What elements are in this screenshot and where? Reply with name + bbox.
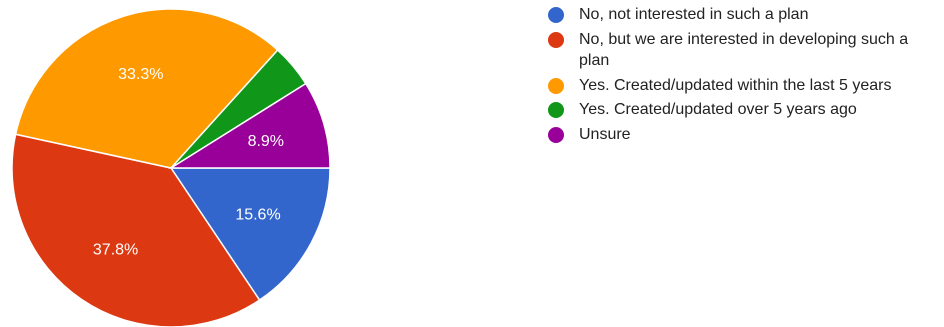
legend-swatch-icon bbox=[548, 126, 564, 143]
pie-slice-label-0: 15.6% bbox=[235, 206, 280, 223]
legend-label: Yes. Created/updated over 5 years ago bbox=[579, 101, 857, 118]
legend-label: No, but we are interested in developing … bbox=[579, 30, 909, 70]
legend-item-2: Yes. Created/updated within the last 5 y… bbox=[548, 75, 938, 97]
pie-slice-0 bbox=[169, 167, 331, 302]
legend-item-1: No, but we are interested in developing … bbox=[548, 29, 938, 72]
legend-item-4: Unsure bbox=[548, 124, 938, 146]
pie-slice-label-2: 33.3% bbox=[118, 66, 163, 83]
pie-slice-4 bbox=[168, 82, 331, 169]
pie-slice-1 bbox=[11, 133, 261, 327]
legend-label: Unsure bbox=[579, 125, 631, 143]
legend-label: Yes. Created/updated within the last 5 y… bbox=[579, 76, 892, 94]
legend-label: No, not interested in such a plan bbox=[579, 6, 809, 23]
legend-swatch-icon bbox=[548, 31, 564, 48]
legend-swatch-icon bbox=[548, 7, 564, 23]
pie-slice-label-1: 37.8% bbox=[93, 242, 138, 259]
legend-swatch-icon bbox=[548, 77, 564, 94]
pie-slice-2 bbox=[14, 8, 279, 169]
legend-swatch-icon bbox=[548, 102, 564, 118]
pie-chart: 15.6% 37.8% 33.3% 8.9% bbox=[11, 8, 331, 327]
legend-item-0: No, not interested in such a plan bbox=[548, 4, 938, 26]
chart-legend: No, not interested in such a plan No, but… bbox=[548, 4, 938, 148]
legend-item-3: Yes. Created/updated over 5 years ago bbox=[548, 99, 938, 121]
pie-slice-label-4: 8.9% bbox=[248, 133, 284, 150]
